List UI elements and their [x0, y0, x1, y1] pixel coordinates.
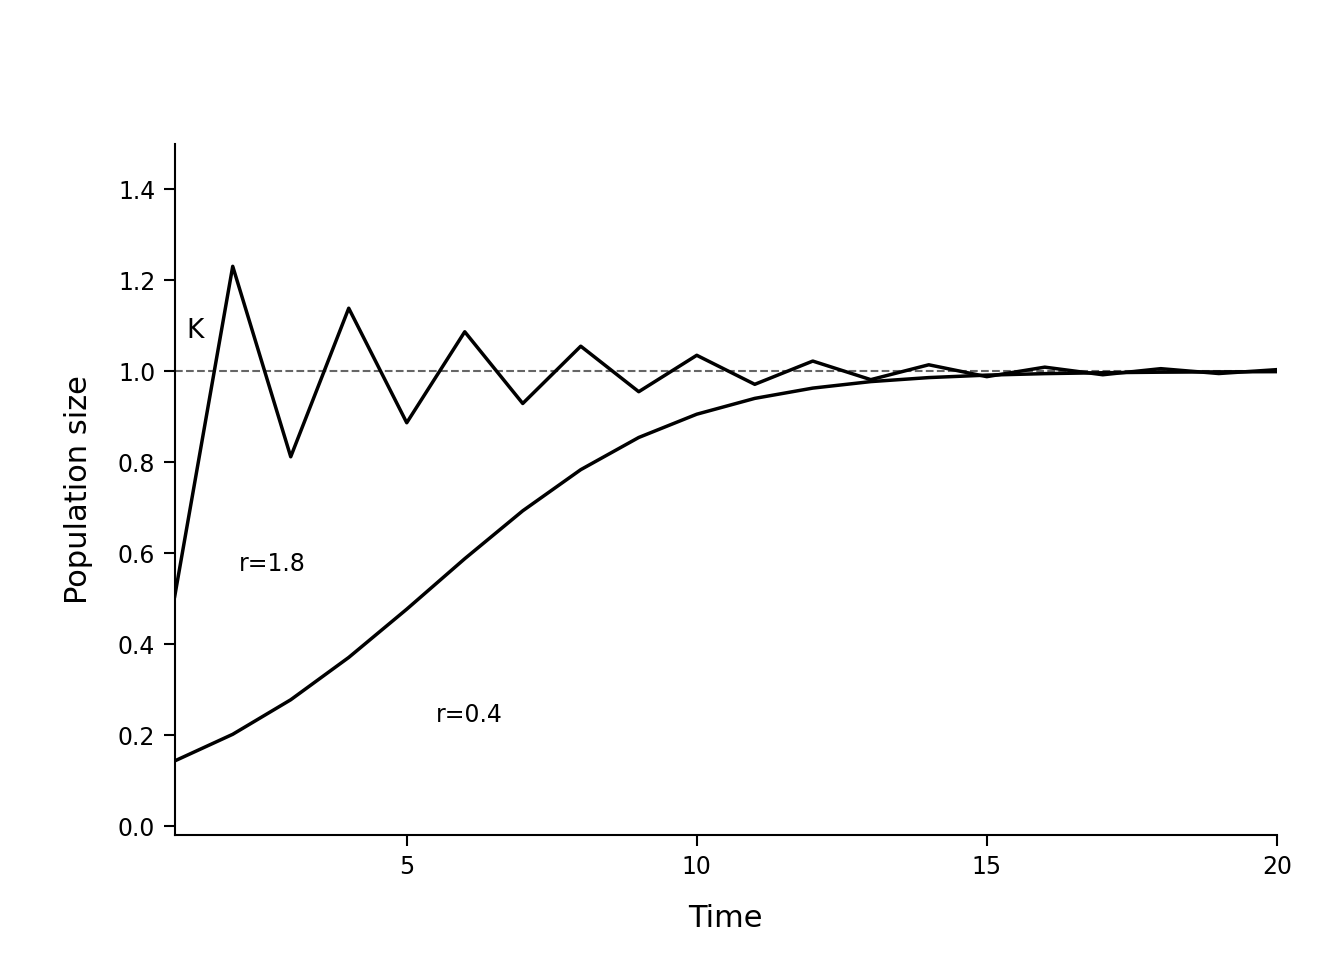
Text: r=1.8: r=1.8: [238, 552, 305, 576]
Y-axis label: Population size: Population size: [63, 375, 93, 604]
X-axis label: Time: Time: [688, 903, 763, 933]
Text: r=0.4: r=0.4: [435, 703, 503, 727]
Text: K: K: [187, 318, 204, 344]
